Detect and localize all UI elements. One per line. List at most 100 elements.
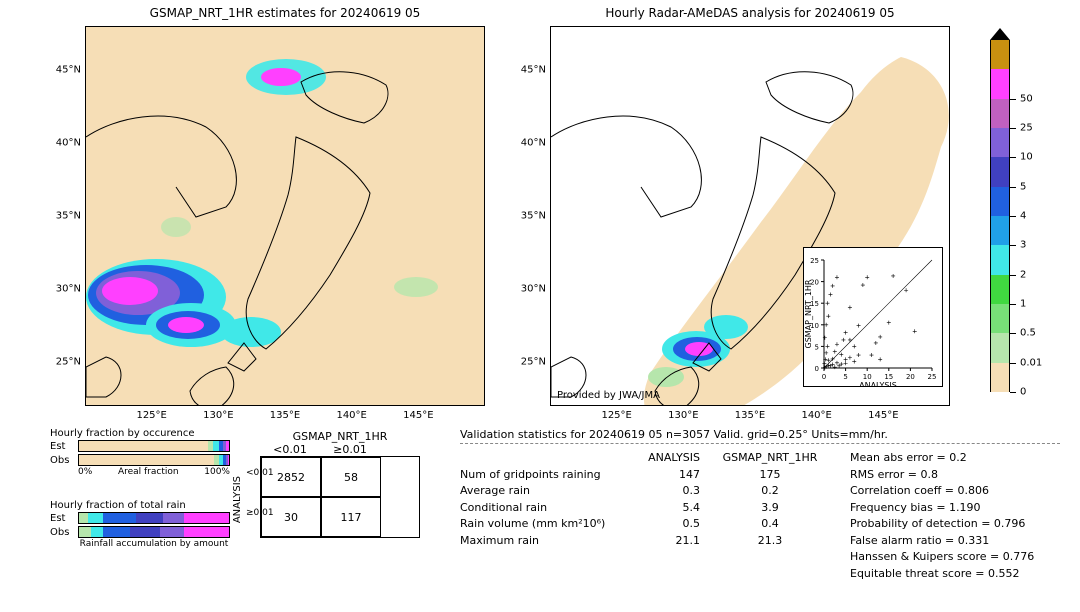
colorbar-seg-10 <box>990 69 1010 98</box>
left-map-x-tick-3: 140°E <box>336 410 366 421</box>
occ-rows-seg-1-5 <box>228 455 230 465</box>
val-left-0-1: 147 <box>630 467 720 484</box>
val-left-0-2: 175 <box>720 467 820 484</box>
colorbar-tick-1: 0.01 <box>1020 357 1042 368</box>
left-map-panel <box>85 26 485 406</box>
right-map-x-tick-3: 140°E <box>801 410 831 421</box>
validation-header: Validation statistics for 20240619 05 n=… <box>460 428 1060 444</box>
right-map-x-tick-1: 130°E <box>668 410 698 421</box>
val-left-2-1: 5.4 <box>630 500 720 517</box>
occurrence-axis-label: Areal fraction <box>118 467 179 477</box>
val-left-colhdr-2: GSMAP_NRT_1HR <box>720 450 820 467</box>
contingency-table: GSMAP_NRT_1HR <0.01 ≥0.01 ANALYSIS 2852 … <box>260 430 420 538</box>
val-right-5: False alarm ratio = 0.331 <box>850 533 1034 550</box>
val-left-1-2: 0.2 <box>720 483 820 500</box>
colorbar-tick-0: 0 <box>1020 387 1026 398</box>
ct-col-header-1: ≥0.01 <box>320 443 380 456</box>
val-right-2: Correlation coeff = 0.806 <box>850 483 1034 500</box>
ct-cell-1-1: 117 <box>321 497 381 537</box>
validation-left-table: ANALYSISGSMAP_NRT_1HR Num of gridpoints r… <box>460 450 820 582</box>
colorbar-top-arrow <box>990 28 1010 40</box>
right-map-x-tick-4: 145°E <box>868 410 898 421</box>
occ-rows-label-1: Obs <box>50 455 78 466</box>
val-left-0-0: Num of gridpoints raining <box>460 467 630 484</box>
colorbar-seg-0 <box>990 363 1010 392</box>
right-map-y-tick-3: 40°N <box>512 137 546 148</box>
ct-side-label: ANALYSIS <box>232 476 243 523</box>
right-map-x-tick-2: 135°E <box>735 410 765 421</box>
colorbar-tick-5: 3 <box>1020 240 1026 251</box>
validation-right-list: Mean abs error = 0.2RMS error = 0.8Corre… <box>850 450 1034 582</box>
tot-rows-seg-0-5 <box>184 513 229 523</box>
colorbar-seg-1 <box>990 333 1010 362</box>
val-left-3-2: 0.4 <box>720 516 820 533</box>
tot-rows-seg-0-1 <box>88 513 103 523</box>
left-map-x-tick-4: 145°E <box>403 410 433 421</box>
val-left-4-2: 21.3 <box>720 533 820 550</box>
left-map-y-tick-1: 30°N <box>47 284 81 295</box>
svg-text:5: 5 <box>843 373 847 381</box>
tot-rows-seg-1-4 <box>160 527 184 537</box>
tot-rows-seg-0-2 <box>103 513 136 523</box>
tot-rows-seg-0-0 <box>79 513 88 523</box>
ct-col-header-0: <0.01 <box>260 443 320 456</box>
occurrence-title: Hourly fraction by occurence <box>50 428 230 439</box>
colorbar-seg-2 <box>990 304 1010 333</box>
occ-rows-seg-1-0 <box>79 455 214 465</box>
ct-top-label: GSMAP_NRT_1HR <box>260 430 420 443</box>
scatter-inset: 00551010151520202525ANALYSISGSMAP_NRT_1H… <box>803 247 943 387</box>
val-left-colhdr-0 <box>460 450 630 467</box>
svg-text:0: 0 <box>822 373 826 381</box>
left-map-x-tick-1: 130°E <box>203 410 233 421</box>
val-right-4: Probability of detection = 0.796 <box>850 516 1034 533</box>
ct-row-header-0: <0.01 <box>246 468 274 478</box>
left-map-y-tick-0: 25°N <box>47 357 81 368</box>
right-map-y-tick-1: 30°N <box>512 284 546 295</box>
colorbar-seg-11 <box>990 40 1010 69</box>
tot-rows-seg-1-5 <box>184 527 229 537</box>
val-left-3-1: 0.5 <box>630 516 720 533</box>
occurrence-axis-left: 0% <box>78 467 92 477</box>
val-left-colhdr-1: ANALYSIS <box>630 450 720 467</box>
occ-rows-seg-0-0 <box>79 441 208 451</box>
left-map-x-tick-2: 135°E <box>270 410 300 421</box>
colorbar-tick-7: 5 <box>1020 181 1026 192</box>
svg-text:5: 5 <box>815 343 819 351</box>
svg-text:20: 20 <box>906 373 915 381</box>
colorbar-tick-3: 1 <box>1020 299 1026 310</box>
left-map-x-tick-0: 125°E <box>136 410 166 421</box>
tot-rows-seg-0-3 <box>136 513 163 523</box>
val-right-6: Hanssen & Kuipers score = 0.776 <box>850 549 1034 566</box>
occurrence-bars: Hourly fraction by occurence Est Obs 0% A… <box>50 428 230 477</box>
right-map-x-tick-0: 125°E <box>601 410 631 421</box>
colorbar-seg-7 <box>990 157 1010 186</box>
scatter-svg: 00551010151520202525ANALYSISGSMAP_NRT_1H… <box>804 248 942 386</box>
validation-stats: Validation statistics for 20240619 05 n=… <box>460 428 1060 582</box>
total-rain-title: Hourly fraction of total rain <box>50 500 230 511</box>
val-right-1: RMS error = 0.8 <box>850 467 1034 484</box>
tot-rows-label-0: Est <box>50 513 78 524</box>
svg-text:10: 10 <box>863 373 872 381</box>
val-left-1-1: 0.3 <box>630 483 720 500</box>
val-right-7: Equitable threat score = 0.552 <box>850 566 1034 583</box>
svg-text:GSMAP_NRT_1HR: GSMAP_NRT_1HR <box>804 279 813 348</box>
left-map-svg <box>86 27 485 406</box>
right-map-y-tick-0: 25°N <box>512 357 546 368</box>
colorbar-tick-8: 10 <box>1020 152 1033 163</box>
tot-rows-seg-1-3 <box>130 527 160 537</box>
colorbar-tick-9: 25 <box>1020 123 1033 134</box>
colorbar-seg-9 <box>990 99 1010 128</box>
val-left-3-0: Rain volume (mm km²10⁶) <box>460 516 630 533</box>
left-map-y-tick-4: 45°N <box>47 64 81 75</box>
tot-rows-seg-1-2 <box>103 527 130 537</box>
colorbar-seg-4 <box>990 245 1010 274</box>
val-right-3: Frequency bias = 1.190 <box>850 500 1034 517</box>
right-map-panel: Provided by JWA/JMA 00551010151520202525… <box>550 26 950 406</box>
left-map-y-tick-2: 35°N <box>47 211 81 222</box>
colorbar-tick-4: 2 <box>1020 269 1026 280</box>
occ-rows-seg-0-5 <box>226 441 229 451</box>
svg-text:25: 25 <box>810 257 819 265</box>
tot-rows-seg-1-1 <box>91 527 103 537</box>
right-map-y-tick-2: 35°N <box>512 211 546 222</box>
occ-rows-label-0: Est <box>50 441 78 452</box>
